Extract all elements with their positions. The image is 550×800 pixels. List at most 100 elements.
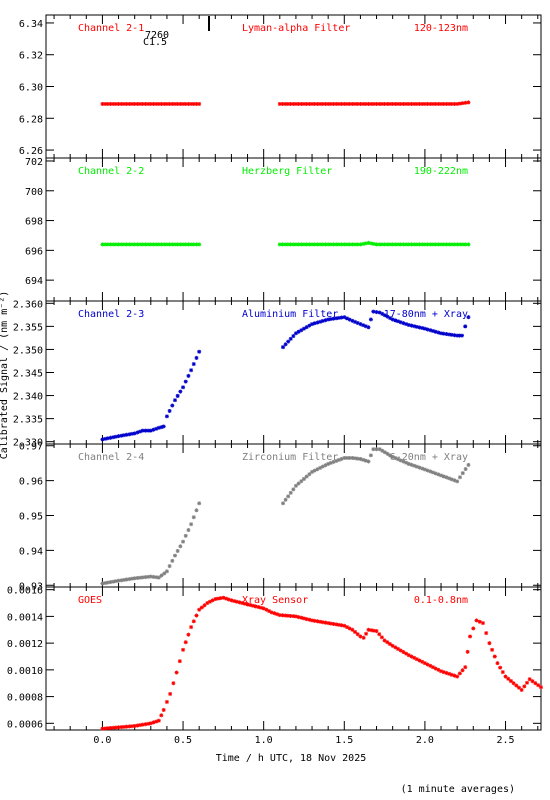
data-point (390, 643, 395, 648)
data-point (283, 101, 288, 106)
data-point (519, 687, 524, 692)
y-tick-label: 0.93 (19, 581, 43, 592)
panel-label-filter: Xray Sensor (242, 595, 308, 606)
y-tick-label: 6.26 (19, 146, 43, 157)
data-point (296, 242, 301, 247)
data-point (334, 622, 339, 627)
data-point (331, 459, 336, 464)
panel-frame (45, 157, 542, 302)
data-point (172, 398, 177, 403)
data-point (406, 242, 411, 247)
data-point (164, 569, 169, 574)
y-tick-label: 0.0016 (7, 586, 43, 597)
data-point (471, 626, 476, 631)
data-point (168, 691, 173, 696)
data-point (459, 333, 464, 338)
panel-label-channel: Channel 2-2 (78, 166, 144, 177)
data-point (406, 101, 411, 106)
data-point (355, 456, 360, 461)
data-point (151, 720, 156, 725)
data-point (159, 713, 164, 718)
data-point (334, 242, 339, 247)
data-point (132, 431, 137, 436)
data-point (291, 334, 296, 339)
data-point (291, 487, 296, 492)
data-point (398, 242, 403, 247)
data-point (396, 242, 401, 247)
data-point (452, 242, 457, 247)
data-point (146, 101, 151, 106)
data-point (323, 620, 328, 625)
data-point (436, 330, 441, 335)
data-point (347, 101, 352, 106)
data-point (310, 242, 315, 247)
data-point (320, 101, 325, 106)
data-point (320, 318, 325, 323)
data-point (250, 603, 255, 608)
data-point (154, 575, 159, 580)
data-point (127, 724, 132, 729)
data-point (409, 654, 414, 659)
data-point (369, 628, 374, 633)
data-point (447, 101, 452, 106)
data-point (299, 242, 304, 247)
data-point (301, 326, 306, 331)
data-point (186, 242, 191, 247)
data-point (439, 331, 444, 336)
panel-label-channel: GOES (78, 595, 102, 606)
data-point (374, 101, 379, 106)
data-point (119, 242, 124, 247)
panel-label-band: 0.1-0.8nm (414, 595, 468, 606)
data-point (312, 468, 317, 473)
data-point (460, 471, 465, 476)
data-point (132, 576, 137, 581)
data-point (288, 613, 293, 618)
data-point (412, 463, 417, 468)
data-point (436, 667, 441, 672)
data-point (299, 328, 304, 333)
x-tick-label: 2.0 (416, 735, 434, 746)
data-point (417, 465, 422, 470)
data-point (159, 101, 164, 106)
data-point (191, 242, 196, 247)
data-point (350, 627, 355, 632)
data-point (148, 428, 153, 433)
data-point (318, 465, 323, 470)
data-point (428, 242, 433, 247)
data-point (457, 475, 462, 480)
data-point (336, 101, 341, 106)
data-point (280, 242, 285, 247)
data-point (409, 101, 414, 106)
data-point (409, 323, 414, 328)
data-point (447, 671, 452, 676)
data-point (194, 613, 199, 618)
panel-frame (45, 586, 542, 731)
data-point (334, 101, 339, 106)
data-point (347, 317, 352, 322)
data-point (430, 101, 435, 106)
data-point (253, 604, 258, 609)
data-point (151, 427, 156, 432)
data-point (412, 101, 417, 106)
data-point (183, 101, 188, 106)
data-point (417, 658, 422, 663)
data-point (500, 670, 505, 675)
data-point (441, 670, 446, 675)
x-tick-label: 1.5 (335, 735, 353, 746)
data-point (368, 453, 373, 458)
data-point (457, 101, 462, 106)
data-point (146, 574, 151, 579)
panel-3: 2.330 2.335 2.340 2.345 2.350 2.355 2.360 Chann… (13, 299, 542, 449)
data-point (444, 101, 449, 106)
data-point (414, 657, 419, 662)
data-point (296, 329, 301, 334)
data-point (425, 101, 430, 106)
panel-frame (45, 14, 542, 159)
data-point (291, 101, 296, 106)
data-point (304, 242, 309, 247)
data-point (468, 634, 473, 639)
data-point (291, 614, 296, 619)
panel-label-filter: Herzberg Filter (242, 166, 332, 177)
data-point (293, 101, 298, 106)
data-point (146, 428, 151, 433)
